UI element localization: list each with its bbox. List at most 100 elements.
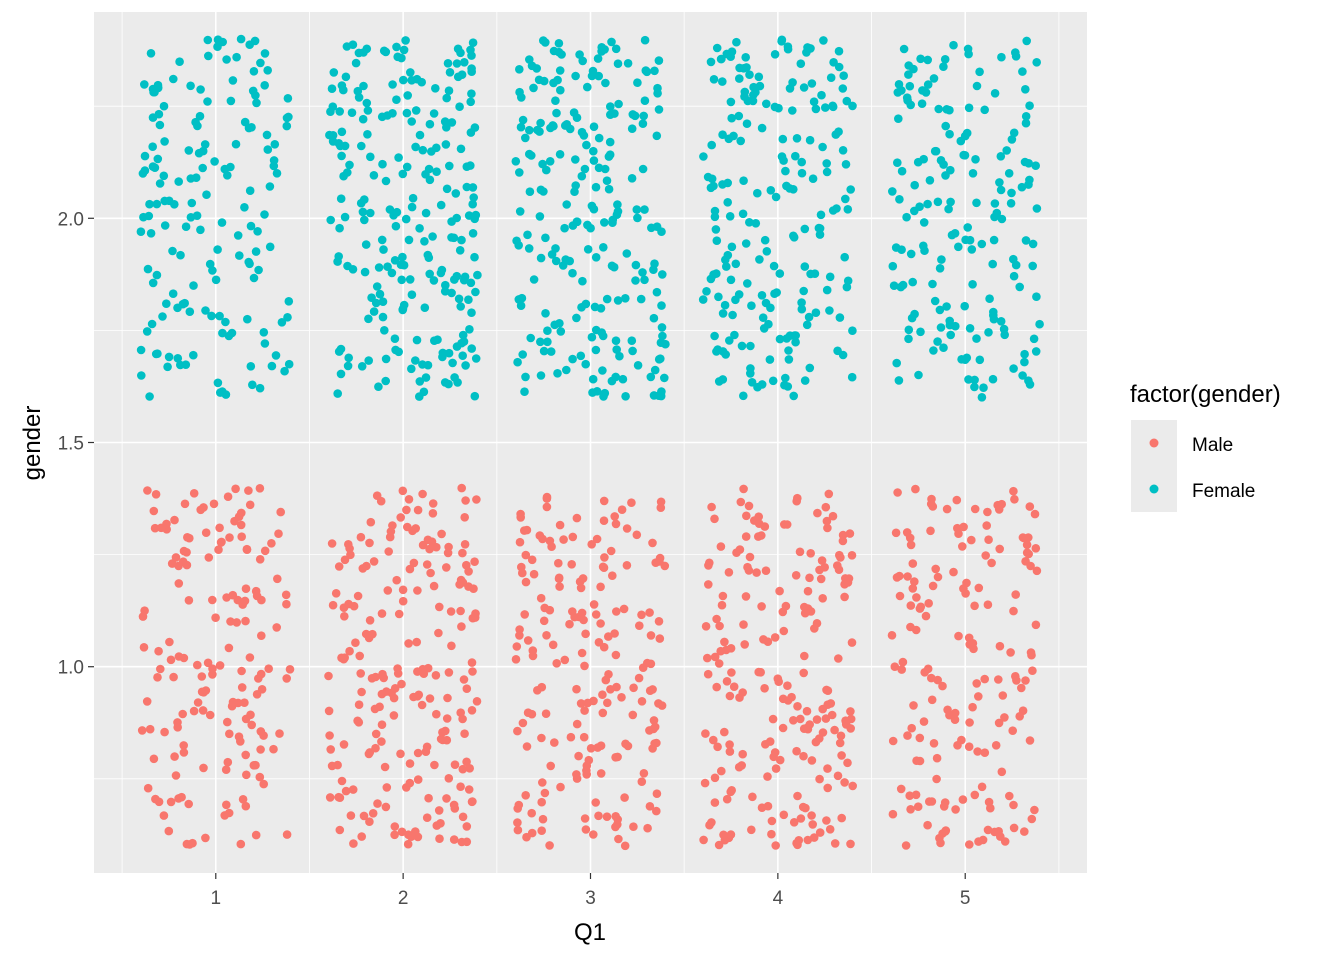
point-female (621, 294, 630, 303)
point-male (927, 797, 937, 806)
point-female (933, 337, 942, 346)
point-male (589, 600, 599, 609)
point-male (611, 650, 621, 660)
point-female (799, 286, 808, 296)
point-female (716, 54, 726, 64)
point-female (765, 355, 775, 364)
point-female (576, 351, 586, 361)
point-male (846, 707, 855, 716)
point-female (757, 123, 767, 133)
point-female (451, 189, 461, 198)
point-female (902, 212, 911, 222)
point-female (432, 167, 441, 176)
point-female (473, 270, 482, 280)
point-female (415, 224, 424, 233)
point-female (256, 58, 265, 68)
point-female (894, 114, 903, 123)
point-female (632, 205, 642, 214)
point-female (467, 67, 477, 76)
point-female (539, 36, 548, 45)
point-male (154, 646, 163, 656)
point-female (464, 295, 473, 305)
point-female (805, 135, 815, 145)
point-female (572, 313, 581, 323)
point-female (960, 301, 969, 311)
point-male (629, 683, 638, 693)
point-male (888, 736, 898, 746)
point-female (470, 252, 479, 262)
point-male (221, 765, 231, 774)
point-male (220, 811, 229, 820)
point-male (252, 591, 262, 601)
point-female (988, 374, 998, 384)
point-female (601, 78, 610, 88)
point-male (541, 709, 551, 718)
point-female (712, 43, 722, 53)
point-female (589, 122, 599, 131)
point-male (383, 586, 393, 595)
point-female (217, 218, 227, 227)
point-male (931, 564, 940, 574)
point-female (1031, 161, 1040, 170)
point-female (888, 261, 898, 271)
point-male (149, 506, 159, 516)
point-female (712, 236, 722, 245)
point-female (235, 251, 244, 260)
point-female (452, 213, 462, 223)
point-female (737, 341, 747, 351)
point-male (371, 743, 380, 753)
point-female (611, 372, 620, 382)
point-male (222, 593, 231, 602)
point-male (767, 816, 777, 826)
point-female (905, 81, 915, 91)
point-female (739, 176, 748, 185)
point-female (456, 144, 466, 154)
point-male (968, 702, 977, 712)
point-female (746, 369, 755, 378)
point-female (842, 282, 852, 292)
point-male (809, 833, 819, 842)
point-female (1025, 101, 1034, 110)
point-male (356, 532, 366, 542)
point-male (793, 791, 802, 801)
point-male (611, 519, 621, 529)
point-male (716, 542, 726, 551)
point-female (762, 99, 771, 109)
point-female (243, 314, 252, 324)
point-female (168, 289, 178, 299)
point-female (260, 81, 270, 90)
point-female (841, 160, 851, 169)
point-male (910, 577, 919, 586)
point-male (775, 755, 785, 765)
point-male (821, 714, 831, 723)
point-male (406, 832, 416, 841)
point-male (361, 629, 371, 639)
point-female (628, 346, 637, 356)
point-male (652, 806, 661, 816)
point-male (348, 785, 358, 794)
point-female (203, 97, 212, 106)
point-male (521, 791, 530, 800)
point-female (345, 160, 354, 170)
point-male (578, 574, 588, 583)
point-female (194, 148, 204, 158)
point-male (215, 661, 225, 670)
point-male (996, 832, 1005, 841)
point-female (606, 102, 615, 111)
point-male (643, 823, 652, 833)
point-male (714, 659, 724, 668)
point-female (187, 198, 197, 208)
point-female (661, 339, 670, 349)
point-female (163, 362, 172, 372)
point-male (1027, 814, 1037, 824)
point-female (160, 137, 169, 146)
point-male (1030, 805, 1039, 815)
point-female (945, 105, 954, 115)
point-male (264, 664, 274, 673)
point-female (914, 370, 923, 380)
point-male (537, 682, 547, 692)
point-male (768, 714, 778, 724)
point-female (652, 287, 662, 297)
point-male (1015, 712, 1024, 721)
point-female (455, 102, 464, 111)
